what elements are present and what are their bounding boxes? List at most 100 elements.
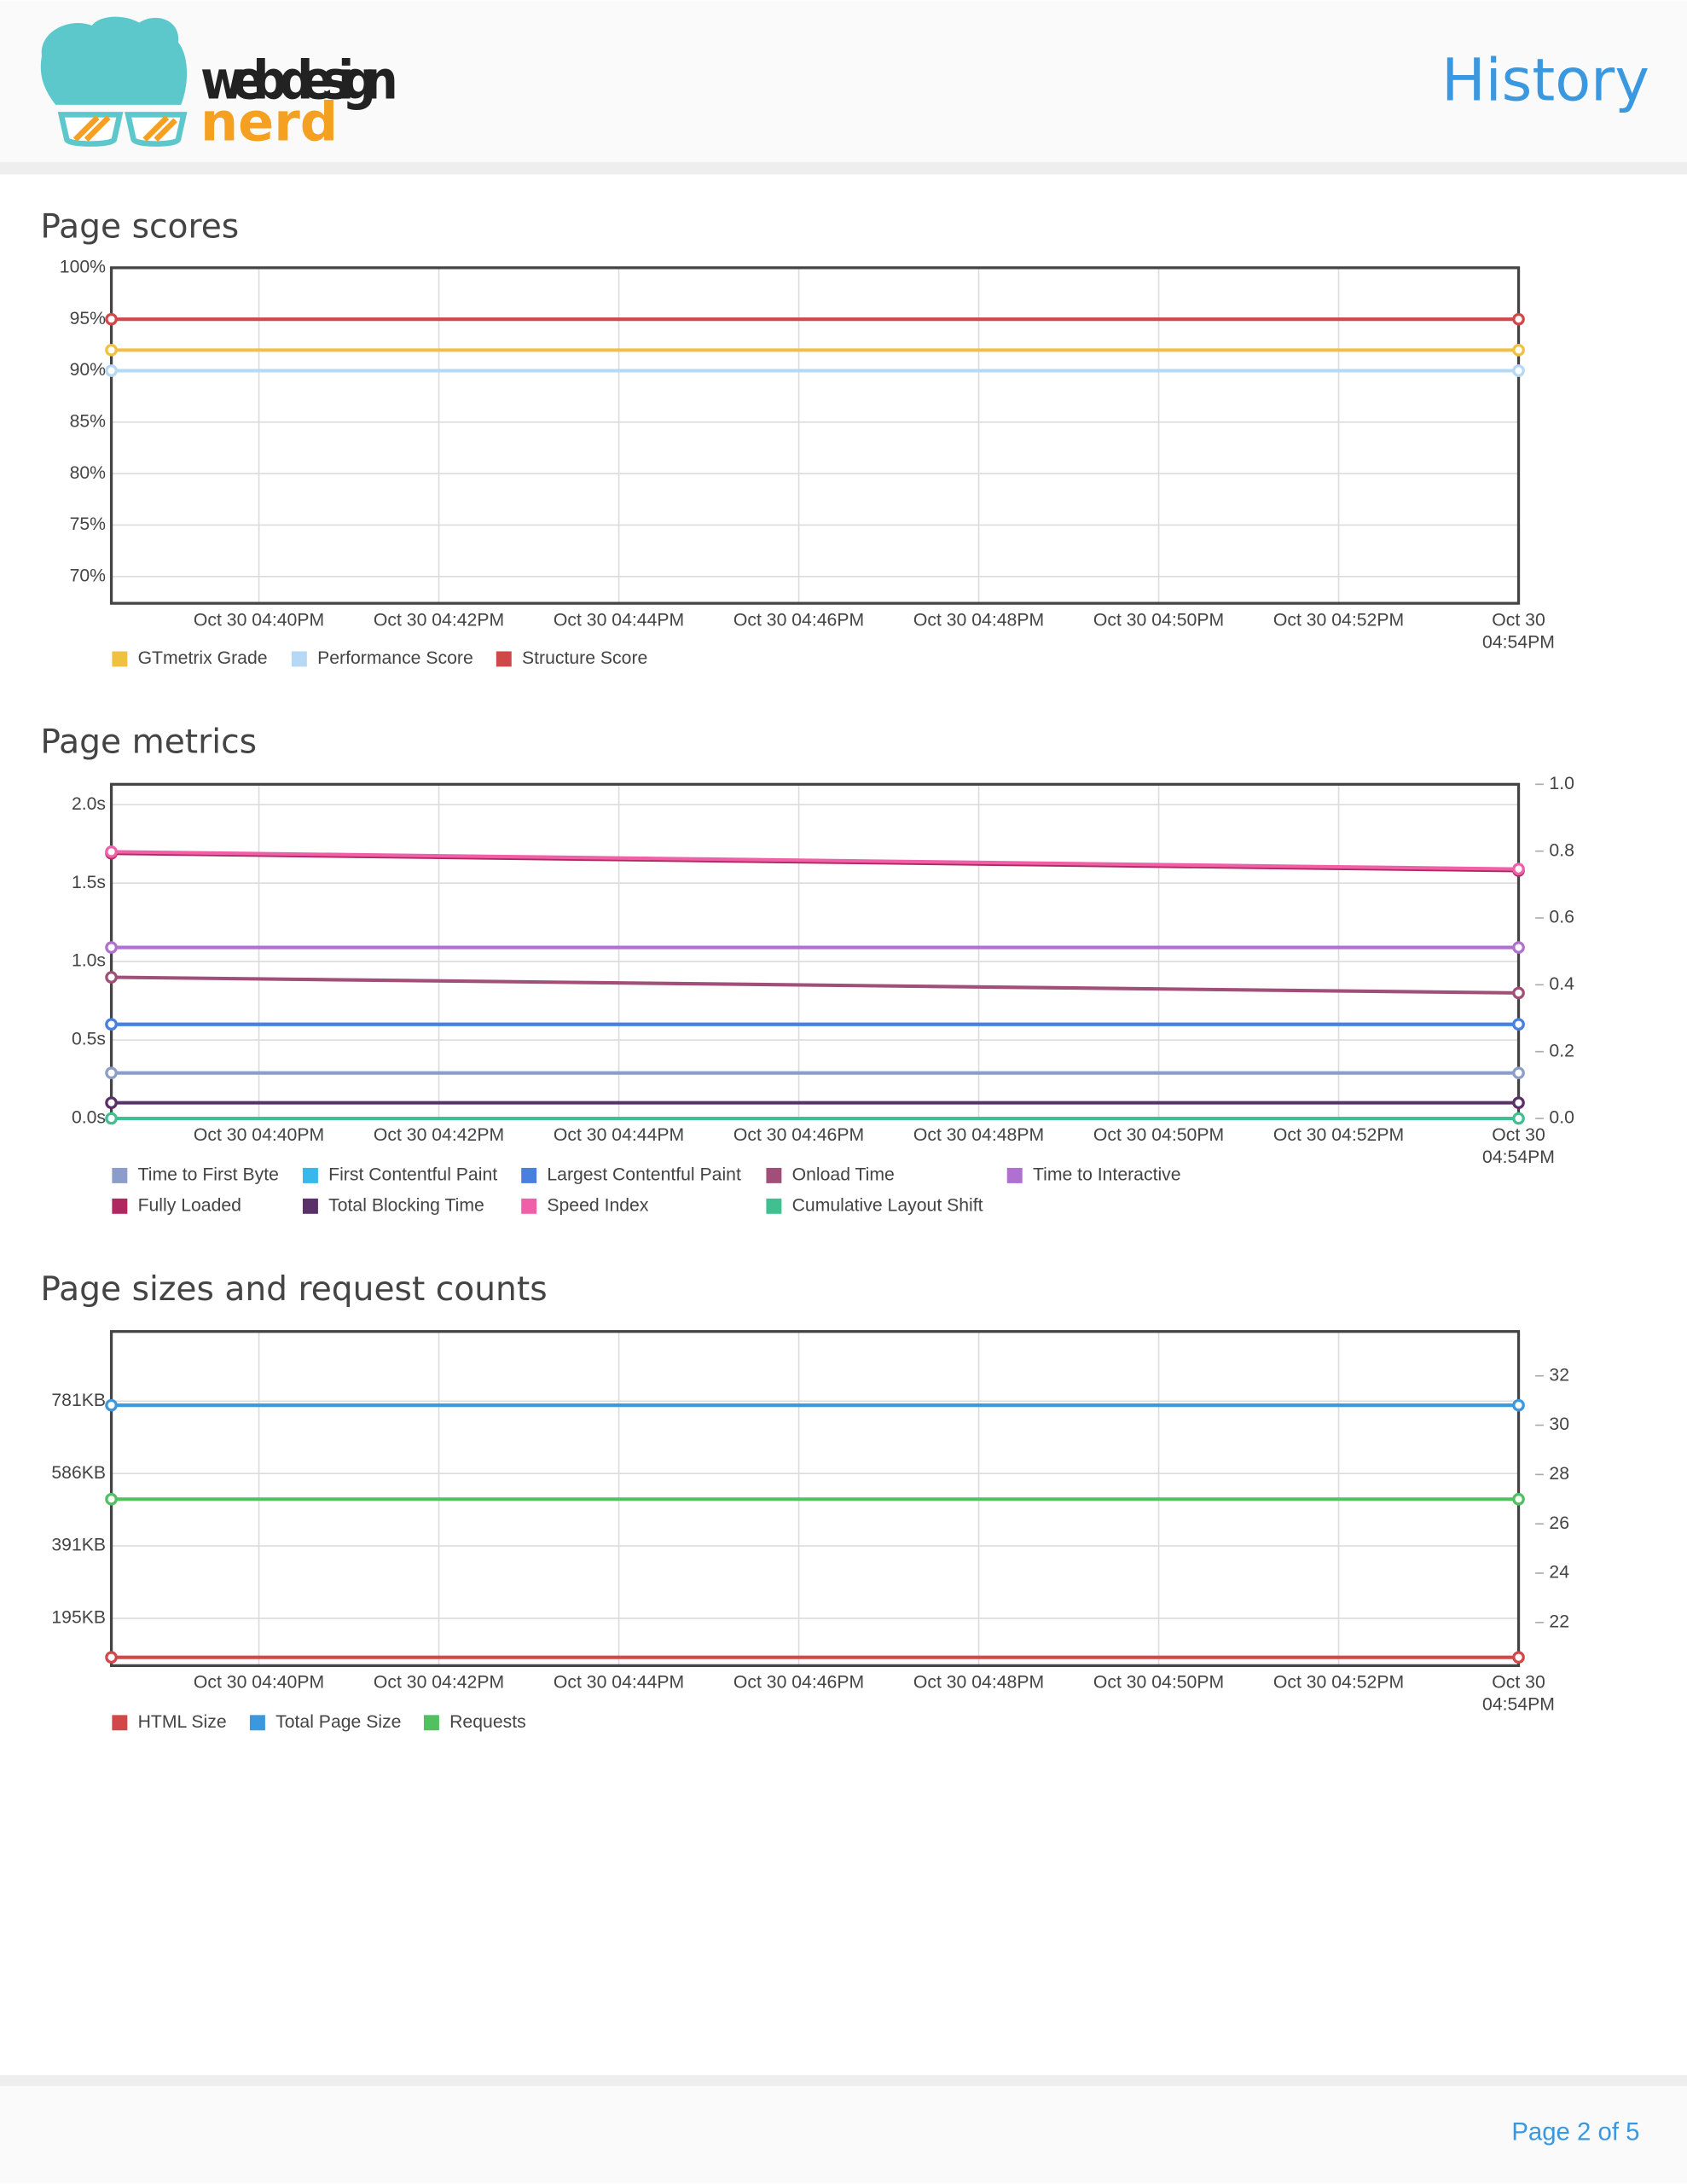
- legend-swatch: [519, 1197, 538, 1216]
- x-tick-label-box: Oct 30 04:46PM: [733, 1124, 865, 1146]
- x-tick-label: Oct 30 04:54PM: [1482, 1670, 1555, 1715]
- x-tick-label: Oct 30 04:42PM: [373, 1670, 505, 1693]
- x-tick-label-box: Oct 30 04:52PM: [1272, 1670, 1405, 1693]
- y2-tick-label: 30: [1549, 1414, 1569, 1434]
- point: [105, 344, 118, 357]
- point: [105, 1651, 118, 1664]
- legend-label: Performance Score: [317, 648, 473, 668]
- point: [1512, 986, 1525, 1000]
- y2-tick-label: 32: [1549, 1365, 1569, 1385]
- x-tick-label: Oct 30 04:48PM: [913, 1670, 1045, 1693]
- x-tick-label: Oct 30 04:52PM: [1272, 1670, 1405, 1693]
- x-tick-label-box: Oct 30 04:50PM: [1093, 1671, 1224, 1692]
- legend-label: Total Page Size: [275, 1712, 401, 1732]
- x-tick-label: Oct 30 04:40PM: [193, 608, 325, 630]
- x-tick-label-box: Oct 30 04:42PM: [374, 1124, 504, 1145]
- point: [105, 1112, 118, 1125]
- y2-tick-label: 0.0: [1549, 1108, 1574, 1128]
- legend-label: Time to Interactive: [1033, 1165, 1181, 1185]
- point: [1512, 941, 1525, 954]
- header-bg: [0, 0, 1687, 162]
- point: [1512, 344, 1525, 357]
- legend-swatch: [422, 1713, 441, 1732]
- x-tick-label: Oct 30 04:50PM: [1093, 1124, 1225, 1146]
- x-tick-label-box: Oct 30 04:48PM: [913, 608, 1045, 630]
- x-tick-label-box: Oct 30 04:42PM: [373, 1670, 505, 1693]
- point: [105, 312, 118, 326]
- legend-swatch: [1006, 1166, 1024, 1185]
- legend-label: Onload Time: [792, 1165, 895, 1185]
- chart-title: Page sizes and request counts: [40, 1270, 547, 1309]
- x-tick-label: Oct 30 04:50PM: [1093, 608, 1225, 630]
- page-number: Page 2 of 5: [1511, 2118, 1639, 2146]
- point: [1512, 1492, 1525, 1506]
- logo-stripes: [72, 115, 177, 142]
- y-tick-label: 85%: [70, 411, 107, 431]
- legend-swatch: [519, 1166, 538, 1185]
- y-tick-label: 586KB: [51, 1463, 106, 1483]
- point: [105, 1066, 118, 1080]
- x-tick-label: Oct 30 04:42PM: [373, 608, 505, 630]
- point: [105, 1096, 118, 1109]
- legend-label: Time to First Byte: [138, 1165, 279, 1185]
- x-tick-label-box: Oct 30 04:44PM: [554, 609, 684, 630]
- x-tick-label-box: Oct 30 04:44PM: [553, 1670, 685, 1693]
- point: [105, 941, 118, 954]
- legend-swatch: [110, 1713, 129, 1732]
- legend-swatch: [110, 1197, 129, 1216]
- plot-frame: [109, 266, 1521, 605]
- x-tick-label-box: Oct 30 04:54PM: [1482, 1124, 1555, 1168]
- point: [105, 1398, 118, 1412]
- y2-tick-label: 0.4: [1549, 974, 1574, 994]
- series-line: [111, 850, 1519, 871]
- legend-swatch: [301, 1197, 320, 1216]
- y2-tick-label: 0.6: [1549, 908, 1574, 927]
- x-tick-label: Oct 30 04:48PM: [913, 608, 1045, 630]
- plot-frame: [109, 782, 1521, 1120]
- y2-tick-label: 1.0: [1549, 774, 1574, 793]
- legend-swatch: [495, 649, 513, 669]
- y-tick-label: 80%: [70, 463, 107, 483]
- legend-label: HTML Size: [138, 1712, 227, 1732]
- point: [1512, 364, 1525, 377]
- page-title: History: [1441, 46, 1649, 114]
- x-tick-label: Oct 30 04:44PM: [553, 1124, 685, 1146]
- x-tick-label-box: Oct 30 04:44PM: [553, 1124, 685, 1146]
- header-band: [0, 161, 1687, 175]
- legend-label: Largest Contentful Paint: [547, 1165, 741, 1185]
- x-tick-label: Oct 30 04:46PM: [733, 1124, 865, 1146]
- y2-tick-label: 22: [1549, 1612, 1569, 1631]
- logo-hair: [40, 16, 188, 105]
- legend-label: Speed Index: [547, 1195, 648, 1215]
- legend-swatch: [110, 1166, 129, 1185]
- legend-swatch: [290, 649, 309, 669]
- x-tick-label: Oct 30 04:46PM: [733, 608, 865, 630]
- legend-label: Fully Loaded: [138, 1195, 241, 1215]
- point: [1512, 1018, 1525, 1031]
- x-tick-label-box: Oct 30 04:48PM: [913, 1670, 1045, 1693]
- y-tick-label: 1.5s: [72, 873, 106, 892]
- legend-label: GTmetrix Grade: [138, 648, 268, 668]
- point: [1512, 312, 1525, 326]
- y-tick-label: 0.0s: [72, 1108, 106, 1128]
- x-tick-label: Oct 30 04:44PM: [553, 1670, 685, 1693]
- y2-tick-label: 0.2: [1549, 1041, 1574, 1060]
- point: [1512, 1096, 1525, 1109]
- point: [1512, 1398, 1525, 1412]
- x-tick-label: Oct 30 04:48PM: [913, 1124, 1045, 1146]
- point: [105, 1018, 118, 1031]
- point: [1512, 1066, 1525, 1080]
- y-tick-label: 781KB: [51, 1391, 106, 1410]
- legend-swatch: [301, 1166, 320, 1185]
- x-tick-label-box: Oct 30 04:46PM: [733, 608, 865, 630]
- x-tick-label: Oct 30 04:40PM: [193, 1124, 325, 1146]
- y-tick-label: 1.0s: [72, 951, 106, 971]
- y-tick-label: 2.0s: [72, 794, 106, 814]
- x-tick-label: Oct 30 04:40PM: [193, 1670, 325, 1693]
- x-tick-label: Oct 30 04:52PM: [1272, 1124, 1405, 1146]
- x-tick-label-box: Oct 30 04:40PM: [193, 1670, 325, 1693]
- y-tick-label: 70%: [70, 566, 107, 585]
- x-tick-label: Oct 30 04:54PM: [1482, 1124, 1555, 1168]
- point: [105, 845, 118, 858]
